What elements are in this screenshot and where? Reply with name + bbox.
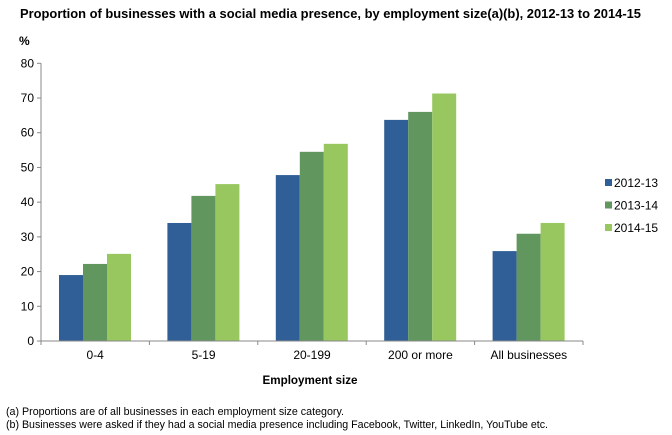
- bar-2013-14-5-19: [191, 195, 216, 341]
- bar-2014-15-200-or-more: [432, 93, 457, 341]
- bar-2012-13-20-199: [275, 175, 300, 341]
- bar-2014-15-5-19: [215, 184, 240, 341]
- y-tick-label: 70: [21, 91, 35, 105]
- x-tick-label: 5-19: [192, 348, 216, 362]
- y-tick-label: 50: [21, 160, 35, 174]
- chart-title: Proportion of businesses with a social m…: [20, 6, 641, 21]
- legend-label: 2012-13: [614, 176, 658, 190]
- y-axis-label: %: [19, 34, 30, 48]
- bar-2012-13-all-businesses: [492, 251, 517, 341]
- y-tick-label: 60: [21, 126, 35, 140]
- y-tick-label: 0: [27, 334, 34, 348]
- bar-2012-13-200-or-more: [384, 119, 409, 341]
- x-tick-label: 0-4: [87, 348, 105, 362]
- footnote-b: (b) Businesses were asked if they had a …: [6, 419, 548, 431]
- bar-2014-15-all-businesses: [540, 222, 565, 341]
- bar-2014-15-0-4: [107, 253, 131, 341]
- y-tick-label: 10: [21, 299, 35, 313]
- x-axis-label: Employment size: [263, 373, 358, 387]
- legend-swatch: [605, 224, 612, 231]
- bar-2012-13-5-19: [167, 222, 192, 341]
- legend-swatch: [605, 201, 612, 209]
- legend-label: 2013-14: [614, 199, 658, 213]
- bar-2014-15-20-199: [323, 143, 348, 341]
- legend-swatch: [605, 179, 612, 186]
- bar-2013-14-200-or-more: [408, 111, 433, 342]
- legend-label: 2014-15: [614, 221, 658, 235]
- bar-2013-14-0-4: [83, 263, 107, 341]
- y-tick-label: 30: [21, 230, 35, 244]
- y-tick-label: 80: [21, 56, 35, 70]
- x-tick-label: 200 or more: [388, 348, 453, 362]
- x-tick-label: 20-199: [293, 348, 331, 362]
- bar-2012-13-0-4: [59, 275, 83, 341]
- y-tick-label: 40: [21, 195, 35, 209]
- bar-2013-14-all-businesses: [516, 233, 541, 341]
- x-tick-label: All businesses: [490, 348, 567, 362]
- y-tick-label: 20: [21, 265, 35, 279]
- footnote-a: (a) Proportions are of all businesses in…: [6, 406, 344, 418]
- bar-2013-14-20-199: [299, 151, 324, 341]
